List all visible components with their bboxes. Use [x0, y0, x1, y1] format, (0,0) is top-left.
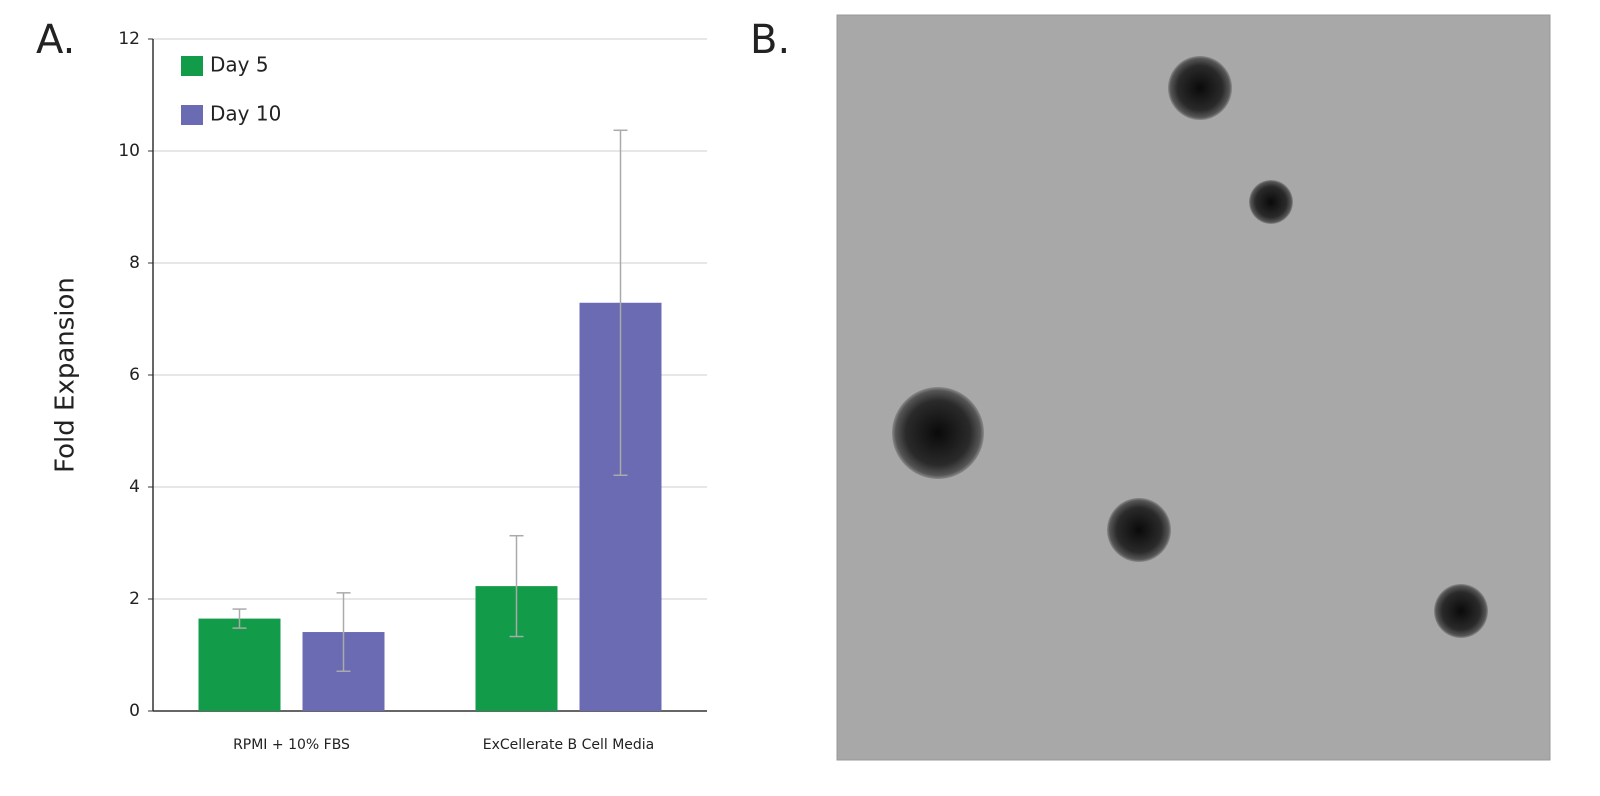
panel-label: A. [36, 17, 75, 63]
plot: 0 2 4 6 8 10 12 RPMI + 10% FBS ExCellerate B Cel… [118, 29, 707, 753]
y-tick-label: 10 [118, 141, 140, 161]
legend-swatch [181, 56, 203, 76]
microscopy-image [836, 14, 1551, 761]
legend-swatch [181, 105, 203, 125]
y-tick-label: 4 [129, 477, 140, 497]
y-axis-label: Fold Expansion [51, 277, 81, 473]
y-tick-label: 6 [129, 365, 140, 385]
x-tick-label: ExCellerate B Cell Media [483, 737, 655, 753]
y-tick-label: 0 [129, 701, 140, 721]
x-tick-label: RPMI + 10% FBS [233, 737, 350, 753]
legend-label: Day 5 [210, 53, 269, 77]
y-tick-label: 12 [118, 29, 140, 49]
y-tick-label: 8 [129, 253, 140, 273]
bar [198, 618, 281, 711]
y-tick-label: 2 [129, 589, 140, 609]
panel-label: B. [750, 17, 790, 63]
legend-label: Day 10 [210, 102, 281, 126]
